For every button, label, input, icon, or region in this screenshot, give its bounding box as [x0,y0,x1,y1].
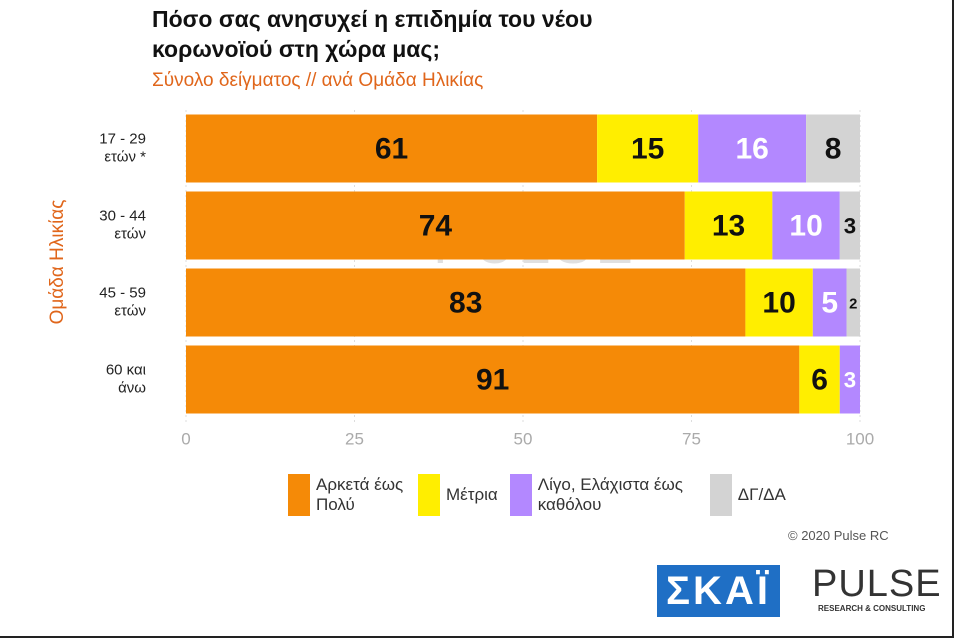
legend-item: ΔΓ/ΔΑ [709,474,786,516]
legend-swatch [288,474,310,516]
legend-swatch [509,474,532,516]
legend-item: Μέτρια [418,474,498,516]
legend-label: Μέτρια [446,485,498,504]
bar-segment [597,114,699,183]
legend-label: Λίγο, Ελάχιστα έως καθόλου [537,475,683,514]
data-label: 10 [762,286,795,319]
data-label: 2 [849,296,857,312]
x-tick-label: 75 [682,429,701,448]
x-tick-label: 50 [514,429,533,448]
data-label: 13 [712,209,745,242]
legend-label: ΔΓ/ΔΑ [737,485,786,504]
y-axis-label: Ομάδα Ηλικίας [47,200,68,325]
data-label: 8 [825,132,842,165]
bar-segment [186,345,800,414]
bar-segment [186,114,598,183]
data-label: 3 [844,367,856,392]
bar-segment [684,191,773,260]
data-label: 74 [419,209,453,242]
legend-swatch [709,474,732,516]
bar-segment [698,114,807,183]
bar-segment [846,268,860,337]
title-line: κορωνοϊού στη χώρα μας; [152,36,441,62]
data-label: 6 [811,363,828,396]
chart-subtitle: Σύνολο δείγματος // ανά Ομάδα Ηλικίας [152,70,484,91]
bar-segment [806,114,860,183]
skai-logo: ΣΚΑΪ [657,565,780,617]
x-tick-label: 25 [345,429,364,448]
chart-title: Πόσο σας ανησυχεί η επιδημία του νέου κο… [152,4,593,64]
data-label: 3 [844,213,856,238]
y-tick-label: 45 - 59 [99,284,146,301]
y-tick-label: 30 - 44 [99,207,146,224]
y-tick-label: 60 και [106,361,146,378]
y-tick-label: άνω [118,379,146,396]
bar-segment [745,268,813,337]
bar-segment [186,268,746,337]
bar-segment [839,345,860,414]
y-tick-label: ετών [114,302,146,319]
legend-swatch [418,474,440,516]
x-tick-label: 100 [846,429,874,448]
data-label: 10 [789,209,822,242]
data-label: 83 [449,286,482,319]
data-label: 15 [631,132,664,165]
bar-segment [772,191,840,260]
data-label: 16 [735,132,768,165]
pulse-logo-sub: RESEARCH & CONSULTING [818,604,926,613]
data-label: 61 [375,132,408,165]
legend-label: Αρκετά έως Πολύ [316,475,404,514]
pulse-logo: PULSE [812,563,942,605]
bar-segment [812,268,847,337]
data-label: 91 [476,363,509,396]
x-tick-label: 0 [181,429,190,448]
y-tick-label: 17 - 29 [99,130,146,147]
bar-segment [839,191,860,260]
legend-item: Λίγο, Ελάχιστα έως καθόλου [509,474,698,516]
bar-segment [799,345,840,414]
y-tick-label: ετών [114,225,146,242]
legend-item: Αρκετά έως Πολύ [288,474,406,516]
y-tick-label: ετών * [104,148,146,165]
legend: Αρκετά έως Πολύ Μέτρια Λίγο, Ελάχιστα έως … [288,474,786,516]
title-line: Πόσο σας ανησυχεί η επιδημία του νέου [152,6,593,32]
bar-segment [186,191,685,260]
copyright: © 2020 Pulse RC [788,528,889,543]
data-label: 5 [821,286,838,319]
